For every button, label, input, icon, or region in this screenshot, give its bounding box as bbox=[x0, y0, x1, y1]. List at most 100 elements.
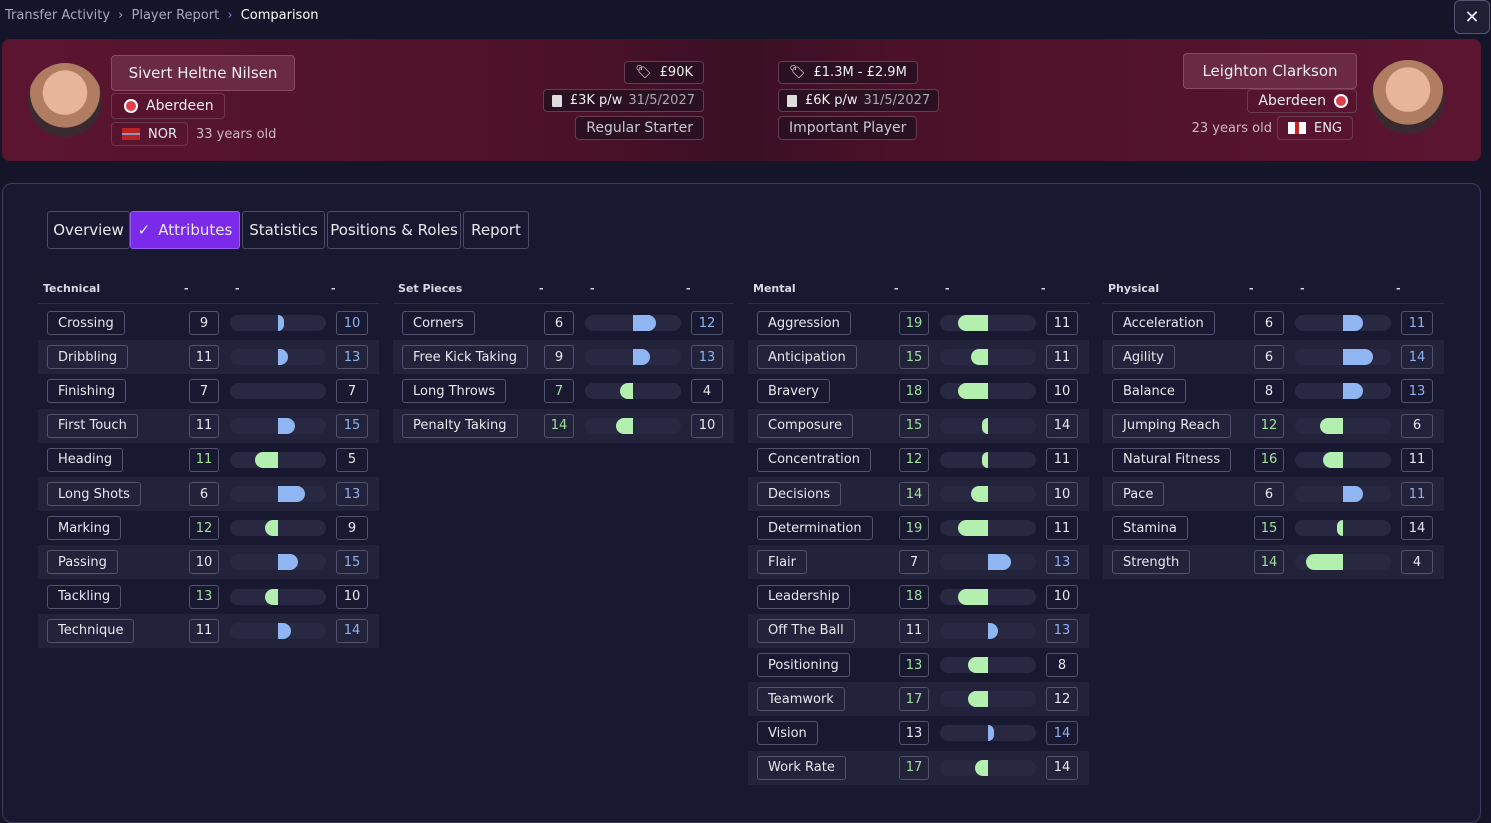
attribute-name: Flair bbox=[757, 550, 808, 575]
left-value: 15 bbox=[899, 345, 929, 370]
attribute-row: Acceleration 6 11 bbox=[1103, 306, 1444, 340]
comparison-track bbox=[230, 383, 326, 400]
attribute-name: Teamwork bbox=[757, 687, 845, 712]
comparison-track bbox=[230, 417, 326, 434]
comparison-track bbox=[940, 657, 1036, 673]
attribute-row: Balance 8 13 bbox=[1103, 374, 1444, 408]
right-value: 10 bbox=[691, 413, 723, 438]
comparison-bar bbox=[981, 451, 988, 468]
comparison-bar bbox=[974, 759, 988, 776]
left-value: 9 bbox=[544, 345, 574, 370]
comparison-track bbox=[585, 315, 681, 331]
tab[interactable]: Statistics bbox=[242, 211, 325, 249]
attribute-name: Leadership bbox=[757, 584, 851, 609]
comparison-track bbox=[1295, 520, 1391, 537]
comparison-track bbox=[1295, 554, 1391, 571]
column-header: - bbox=[1300, 282, 1305, 295]
column-header: - bbox=[184, 282, 189, 295]
attribute-row: Long Shots 6 13 bbox=[38, 477, 379, 511]
comparison-track bbox=[230, 622, 326, 639]
tab-label: Attributes bbox=[158, 221, 233, 239]
attribute-name: Stamina bbox=[1112, 516, 1188, 541]
comparison-track bbox=[1295, 417, 1391, 434]
value-pill: 🏷 £1.3M - £2.9M bbox=[778, 61, 918, 84]
value: £1.3M - £2.9M bbox=[813, 65, 907, 80]
comparison-track bbox=[230, 451, 326, 468]
comparison-bar bbox=[1319, 417, 1343, 434]
attribute-name: Work Rate bbox=[757, 755, 846, 780]
attribute-row: Strength 14 4 bbox=[1103, 545, 1444, 580]
comparison-bar bbox=[278, 349, 288, 366]
right-value: 10 bbox=[336, 311, 368, 335]
attribute-row: Vision 13 14 bbox=[748, 716, 1089, 750]
attribute-name: Technique bbox=[47, 618, 135, 643]
attribute-row: Concentration 12 11 bbox=[748, 443, 1089, 477]
attribute-row: Anticipation 15 11 bbox=[748, 340, 1089, 375]
column-header: - bbox=[331, 282, 336, 295]
right-value: 11 bbox=[1046, 311, 1078, 335]
attribute-row: Determination 19 11 bbox=[748, 511, 1089, 545]
comparison-track bbox=[230, 520, 326, 537]
left-value: 15 bbox=[1254, 516, 1284, 541]
tab-label: Overview bbox=[53, 221, 124, 239]
attribute-row: Finishing 7 7 bbox=[38, 374, 379, 408]
section-title: Set Pieces bbox=[398, 282, 463, 295]
attribute-name: Heading bbox=[47, 447, 124, 472]
section-title: Physical bbox=[1108, 282, 1160, 295]
nation-pill: ENG bbox=[1276, 116, 1353, 140]
divider bbox=[38, 303, 379, 304]
tab-label: Statistics bbox=[249, 221, 318, 239]
breadcrumb-link[interactable]: Player Report bbox=[131, 8, 220, 23]
wage-pill: £3K p/w 31/5/2027 bbox=[542, 89, 704, 112]
left-value: 6 bbox=[1254, 482, 1284, 506]
comparison-track bbox=[230, 315, 326, 331]
left-value: 17 bbox=[899, 687, 929, 712]
left-value: 9 bbox=[189, 311, 219, 335]
comparison-bar bbox=[278, 554, 298, 571]
value-pill: 🏷 £90K bbox=[624, 61, 704, 84]
player-name[interactable]: Sivert Heltne Nilsen bbox=[111, 55, 295, 91]
attribute-name: Acceleration bbox=[1112, 311, 1215, 335]
right-value: 4 bbox=[1401, 550, 1433, 575]
player-name[interactable]: Leighton Clarkson bbox=[1183, 53, 1357, 89]
attribute-row: Crossing 9 10 bbox=[38, 306, 379, 340]
right-value: 7 bbox=[336, 379, 368, 404]
left-value: 6 bbox=[189, 482, 219, 506]
age: 33 years old bbox=[196, 127, 277, 142]
left-value: 8 bbox=[1254, 379, 1284, 404]
comparison-track bbox=[940, 622, 1036, 639]
right-value: 12 bbox=[691, 311, 723, 335]
left-value: 19 bbox=[899, 311, 929, 335]
right-value: 12 bbox=[1046, 687, 1078, 712]
left-value: 19 bbox=[899, 516, 929, 541]
club-pill: Aberdeen bbox=[111, 93, 225, 119]
attribute-name: Vision bbox=[757, 721, 818, 746]
column-header: - bbox=[235, 282, 240, 295]
column-header: - bbox=[539, 282, 544, 295]
attribute-row: Stamina 15 14 bbox=[1103, 511, 1444, 545]
attribute-name: Strength bbox=[1112, 550, 1191, 575]
breadcrumb-link[interactable]: Transfer Activity bbox=[5, 8, 111, 23]
comparison-track bbox=[1295, 315, 1391, 331]
comparison-track bbox=[1295, 383, 1391, 400]
tab[interactable]: Positions & Roles bbox=[327, 211, 461, 249]
comparison-track bbox=[940, 417, 1036, 434]
close-button[interactable]: ✕ bbox=[1454, 0, 1490, 34]
right-value: 13 bbox=[691, 345, 723, 370]
tab[interactable]: Report bbox=[463, 211, 529, 249]
attribute-row: Teamwork 17 12 bbox=[748, 682, 1089, 717]
comparison-track bbox=[940, 383, 1036, 400]
tab[interactable]: ✓ Attributes bbox=[130, 211, 240, 249]
left-value: 6 bbox=[1254, 311, 1284, 335]
attribute-row: Decisions 14 10 bbox=[748, 477, 1089, 511]
attribute-name: Anticipation bbox=[757, 345, 857, 370]
left-value: 7 bbox=[189, 379, 219, 404]
comparison-bar bbox=[968, 657, 988, 673]
age: 23 years old bbox=[1191, 121, 1272, 136]
left-value: 7 bbox=[544, 379, 574, 404]
right-value: 13 bbox=[1046, 550, 1078, 575]
breadcrumb-current: Comparison bbox=[240, 8, 319, 23]
right-value: 14 bbox=[1046, 721, 1078, 746]
tab[interactable]: Overview bbox=[47, 211, 130, 249]
left-value: 10 bbox=[189, 550, 219, 575]
